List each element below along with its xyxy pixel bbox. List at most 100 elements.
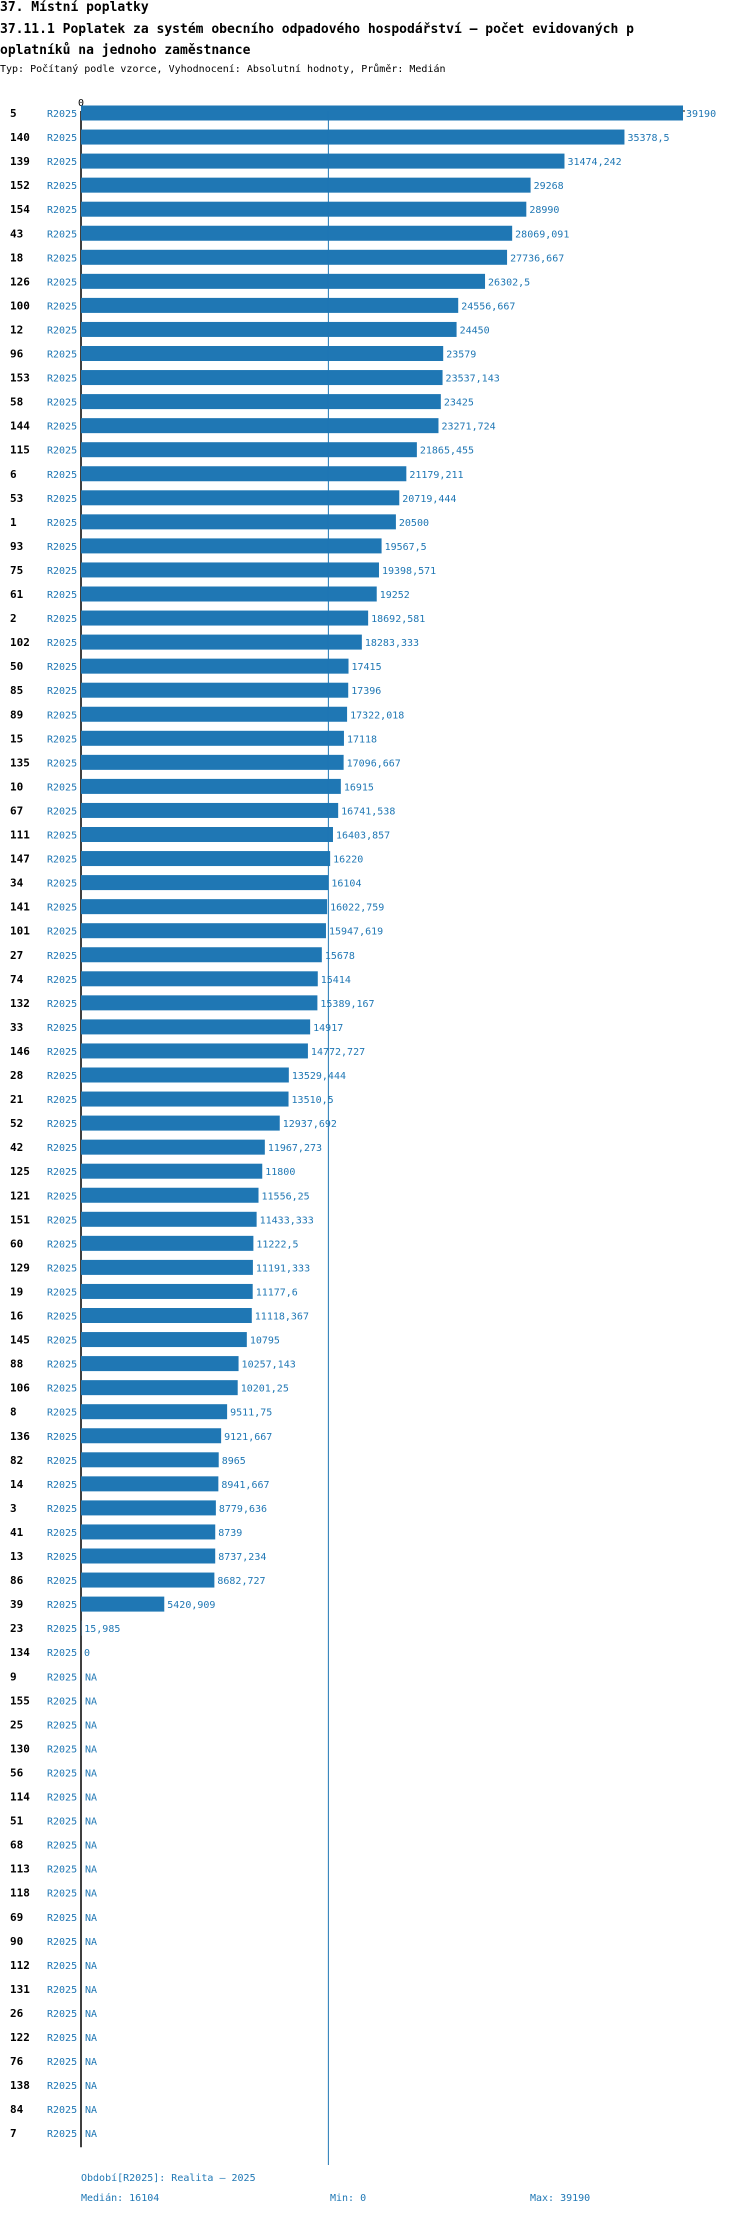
- series-label: R2025: [47, 927, 77, 938]
- bar: [81, 177, 531, 193]
- value-label: 15,985: [84, 1624, 120, 1635]
- bar: [81, 827, 333, 842]
- footer-median: Medián: 16104: [81, 2193, 160, 2204]
- row-label: 9: [10, 1670, 17, 1683]
- row-label: 101: [10, 925, 30, 938]
- bar: [81, 1259, 253, 1275]
- row-label: 129: [10, 1261, 30, 1274]
- value-label: NA: [85, 2129, 97, 2140]
- bar: [81, 442, 417, 458]
- row-label: 140: [10, 131, 30, 144]
- row-label: 39: [10, 1598, 23, 1611]
- bar: [81, 1091, 289, 1107]
- series-label: R2025: [47, 2033, 77, 2044]
- row-label: 56: [10, 1766, 24, 1779]
- bar: [81, 634, 362, 650]
- bar: [81, 1500, 216, 1516]
- bar: [81, 706, 348, 722]
- row-label: 132: [10, 997, 30, 1010]
- bar: [81, 682, 349, 698]
- value-label: 11191,333: [256, 1263, 310, 1274]
- series-label: R2025: [47, 1408, 77, 1419]
- row-label: 28: [10, 1069, 23, 1082]
- row-label: 112: [10, 1959, 30, 1972]
- row-label: 5: [10, 107, 17, 120]
- row-label: 136: [10, 1430, 30, 1443]
- series-label: R2025: [47, 301, 77, 312]
- bar: [81, 346, 444, 361]
- row-label: 121: [10, 1189, 30, 1202]
- value-label: 17096,667: [347, 758, 401, 769]
- series-label: R2025: [47, 229, 77, 240]
- bar: [81, 802, 339, 818]
- series-label: R2025: [47, 1937, 77, 1948]
- value-label: 27736,667: [510, 253, 564, 264]
- section-title: 37. Místní poplatky: [0, 0, 149, 15]
- value-label: NA: [85, 1696, 97, 1707]
- row-label: 21: [10, 1093, 24, 1106]
- value-label: NA: [85, 1672, 97, 1683]
- bar: [81, 1548, 216, 1564]
- value-label: 15389,167: [320, 999, 374, 1010]
- value-label: NA: [85, 1937, 97, 1948]
- bar: [81, 1115, 280, 1131]
- series-label: R2025: [47, 1528, 77, 1539]
- row-label: 10: [10, 780, 23, 793]
- bar: [81, 658, 349, 674]
- series-label: R2025: [47, 494, 77, 505]
- series-label: R2025: [47, 999, 77, 1010]
- value-label: 29268: [534, 181, 564, 192]
- row-label: 118: [10, 1887, 30, 1900]
- bar: [81, 201, 527, 217]
- row-label: 146: [10, 1045, 30, 1058]
- row-label: 86: [10, 1574, 24, 1587]
- row-label: 12: [10, 323, 23, 336]
- value-label: NA: [85, 2033, 97, 2044]
- value-label: 19252: [380, 590, 410, 601]
- series-label: R2025: [47, 1360, 77, 1371]
- value-label: NA: [85, 2081, 97, 2092]
- row-label: 138: [10, 2079, 30, 2092]
- row-label: 76: [10, 2055, 24, 2068]
- row-label: 14: [10, 1478, 24, 1491]
- row-label: 88: [10, 1358, 23, 1371]
- value-label: 9121,667: [224, 1432, 272, 1443]
- bar: [81, 418, 439, 434]
- value-label: 18283,333: [365, 638, 419, 649]
- series-label: R2025: [47, 1504, 77, 1515]
- series-label: R2025: [47, 109, 77, 120]
- series-label: R2025: [47, 734, 77, 745]
- value-label: 11222,5: [256, 1239, 298, 1250]
- series-label: R2025: [47, 975, 77, 986]
- value-label: 11800: [265, 1167, 295, 1178]
- row-label: 102: [10, 636, 30, 649]
- value-label: NA: [85, 1793, 97, 1804]
- value-label: 17396: [351, 686, 381, 697]
- value-label: 8737,234: [218, 1552, 266, 1563]
- series-label: R2025: [47, 1696, 77, 1707]
- value-label: NA: [85, 1913, 97, 1924]
- row-label: 125: [10, 1165, 30, 1178]
- value-label: 8779,636: [219, 1504, 267, 1515]
- bar: [81, 490, 400, 506]
- value-label: NA: [85, 2105, 97, 2116]
- value-label: 18692,581: [371, 614, 425, 625]
- row-label: 147: [10, 853, 30, 866]
- series-label: R2025: [47, 1576, 77, 1587]
- value-label: 24450: [460, 325, 490, 336]
- bar: [81, 1235, 254, 1251]
- bar: [81, 947, 322, 963]
- series-label: R2025: [47, 1456, 77, 1467]
- bar: [81, 1139, 265, 1155]
- row-label: 19: [10, 1285, 23, 1298]
- bar: [81, 273, 486, 289]
- value-label: 11433,333: [260, 1215, 314, 1226]
- bar: [81, 1476, 219, 1492]
- series-label: R2025: [47, 277, 77, 288]
- value-label: 20719,444: [402, 494, 456, 505]
- bar: [81, 610, 369, 626]
- row-label: 100: [10, 299, 30, 312]
- bar: [81, 370, 443, 386]
- series-label: R2025: [47, 1095, 77, 1106]
